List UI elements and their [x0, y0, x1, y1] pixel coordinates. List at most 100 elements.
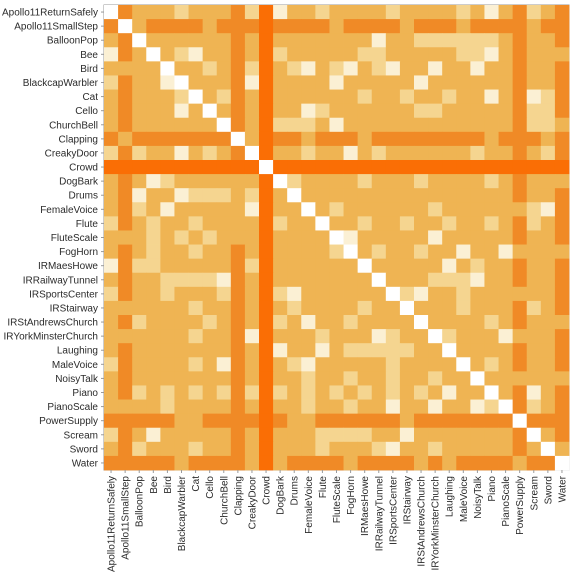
heatmap-cell	[118, 202, 133, 217]
heatmap-cell	[174, 329, 189, 344]
heatmap-cell	[526, 413, 542, 429]
heatmap-cell	[357, 385, 373, 400]
heatmap-cell	[230, 286, 246, 302]
heatmap-cell	[146, 202, 161, 217]
heatmap-cell	[315, 188, 330, 203]
heatmap-cell	[202, 357, 218, 372]
heatmap-cell	[315, 61, 330, 76]
heatmap-cell	[259, 455, 274, 471]
heatmap-cell	[442, 5, 457, 20]
heatmap-cell	[399, 286, 415, 302]
heatmap-cell	[371, 19, 387, 34]
heatmap-cell	[329, 399, 344, 415]
heatmap-cell	[118, 286, 133, 302]
heatmap-cell	[329, 117, 344, 133]
heatmap-cell	[202, 145, 218, 161]
heatmap-cell	[230, 315, 246, 330]
heatmap-cell	[202, 258, 218, 274]
heatmap-cell	[174, 103, 189, 119]
heatmap-cell	[104, 103, 119, 119]
heatmap-cell	[526, 89, 542, 105]
heatmap-cell	[512, 385, 528, 400]
heatmap-cell	[554, 357, 570, 372]
heatmap-cell	[118, 19, 133, 34]
heatmap-cell	[498, 188, 514, 203]
heatmap-cell	[343, 103, 359, 119]
heatmap-cell	[540, 103, 556, 119]
y-tick-label: IRStAndrewsChurch	[7, 318, 98, 329]
heatmap-cell	[273, 385, 288, 400]
heatmap-cell	[132, 286, 147, 302]
heatmap-cell	[554, 75, 570, 90]
heatmap-cell	[470, 244, 485, 260]
heatmap-cell	[484, 5, 499, 20]
heatmap-cell	[498, 272, 514, 288]
heatmap-cell	[526, 427, 542, 443]
heatmap-cell	[160, 258, 175, 274]
x-tick-label: ChurchBell	[219, 476, 230, 525]
heatmap-cell	[287, 399, 302, 415]
heatmap-cell	[371, 61, 387, 76]
heatmap-cell	[259, 427, 274, 443]
heatmap-cell	[526, 455, 542, 471]
heatmap-cell	[202, 89, 218, 105]
heatmap-cell	[357, 89, 373, 105]
heatmap-cell	[202, 216, 218, 231]
heatmap-cell	[470, 89, 485, 105]
heatmap-cell	[160, 75, 175, 90]
heatmap-cell	[554, 89, 570, 105]
heatmap-cell	[357, 47, 373, 62]
heatmap-cell	[118, 399, 133, 415]
heatmap-cell	[104, 413, 119, 429]
heatmap-cell	[202, 75, 218, 90]
heatmap-cell	[104, 33, 119, 48]
x-tick-label: Bird	[163, 476, 174, 494]
heatmap-cell	[146, 89, 161, 105]
heatmap-cell	[315, 427, 330, 443]
heatmap-cell	[230, 230, 246, 245]
heatmap-cell	[456, 89, 471, 105]
heatmap-cell	[259, 230, 274, 245]
heatmap-cell	[484, 216, 499, 231]
heatmap-cell	[526, 300, 542, 316]
x-tick-label: IRYorkMinsterChurch	[431, 476, 442, 570]
heatmap-cell	[244, 216, 260, 231]
heatmap-cell	[540, 329, 556, 344]
heatmap-cell	[399, 188, 415, 203]
heatmap-cell	[244, 343, 260, 358]
heatmap-cell	[526, 315, 542, 330]
heatmap-cell	[287, 202, 302, 217]
x-tick-label: PowerSupply	[515, 476, 526, 535]
heatmap-cell	[315, 385, 330, 400]
heatmap-cell	[244, 455, 260, 471]
heatmap-cell	[160, 427, 175, 443]
heatmap-cell	[329, 230, 344, 245]
heatmap-cell	[118, 272, 133, 288]
heatmap-cell	[343, 145, 359, 161]
heatmap-cell	[512, 427, 528, 443]
heatmap-cell	[498, 131, 514, 147]
heatmap-cell	[104, 75, 119, 90]
heatmap-cell	[118, 117, 133, 133]
heatmap-cell	[216, 89, 232, 105]
heatmap-cell	[244, 272, 260, 288]
heatmap-cell	[456, 131, 471, 147]
y-tick-label: PowerSupply	[39, 416, 98, 427]
heatmap-cell	[442, 89, 457, 105]
heatmap-cell	[188, 272, 204, 288]
heatmap-cell	[357, 202, 373, 217]
heatmap-cell	[526, 5, 542, 20]
heatmap-cell	[470, 216, 485, 231]
heatmap-cell	[399, 131, 415, 147]
heatmap-cell	[414, 75, 429, 90]
heatmap-cell	[259, 75, 274, 90]
heatmap-cell	[540, 385, 556, 400]
heatmap-cell	[301, 61, 316, 76]
heatmap-cell	[484, 117, 499, 133]
y-tick-label: Bird	[80, 64, 98, 75]
heatmap-cell	[371, 33, 387, 48]
heatmap-cell	[399, 202, 415, 217]
heatmap-cell	[301, 202, 316, 217]
heatmap-cell	[343, 329, 359, 344]
heatmap-cell	[301, 174, 316, 189]
